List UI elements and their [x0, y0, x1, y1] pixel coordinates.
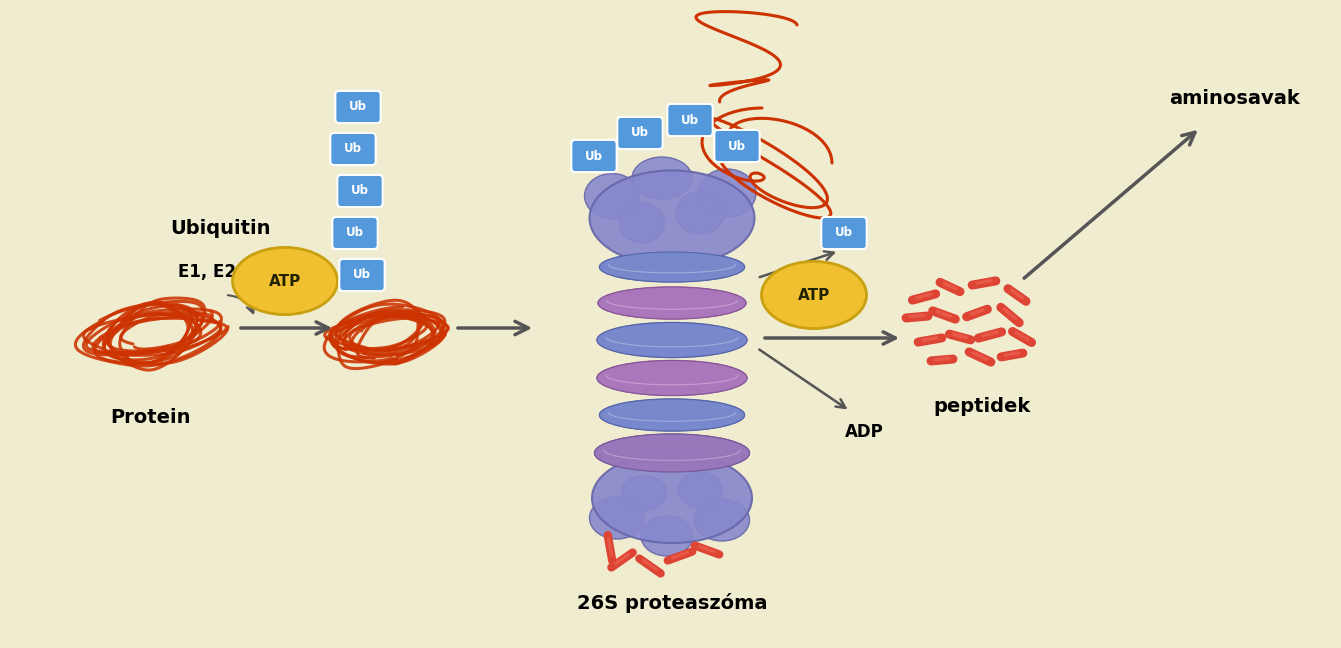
Ellipse shape [597, 360, 747, 395]
Ellipse shape [597, 372, 747, 384]
FancyBboxPatch shape [617, 117, 662, 149]
Ellipse shape [594, 434, 750, 472]
Ellipse shape [621, 476, 666, 511]
Ellipse shape [599, 399, 744, 431]
FancyBboxPatch shape [668, 104, 712, 136]
Ellipse shape [677, 472, 723, 507]
Ellipse shape [585, 174, 640, 218]
Text: Ub: Ub [632, 126, 649, 139]
Text: Ub: Ub [345, 143, 362, 156]
Ellipse shape [598, 297, 746, 308]
Text: Ub: Ub [349, 100, 367, 113]
Text: Ub: Ub [585, 150, 603, 163]
Ellipse shape [676, 192, 724, 234]
Ellipse shape [597, 323, 747, 358]
Text: Ub: Ub [346, 227, 363, 240]
Ellipse shape [598, 287, 746, 319]
Ellipse shape [232, 248, 338, 314]
Text: Ub: Ub [728, 139, 746, 152]
Text: aminosavak: aminosavak [1169, 89, 1301, 108]
Ellipse shape [590, 170, 755, 266]
Text: Protein: Protein [110, 408, 190, 427]
Ellipse shape [641, 516, 693, 556]
Ellipse shape [597, 360, 747, 395]
Text: 26S proteaszóma: 26S proteaszóma [577, 593, 767, 613]
FancyBboxPatch shape [715, 130, 760, 162]
Ellipse shape [762, 261, 866, 329]
Text: Ub: Ub [681, 113, 699, 126]
FancyBboxPatch shape [821, 217, 866, 249]
Text: ATP: ATP [270, 273, 302, 288]
Ellipse shape [599, 252, 744, 282]
FancyBboxPatch shape [339, 259, 385, 291]
Ellipse shape [591, 453, 752, 543]
FancyBboxPatch shape [330, 133, 375, 165]
Ellipse shape [599, 262, 744, 272]
Ellipse shape [699, 169, 756, 217]
Ellipse shape [594, 446, 750, 459]
Ellipse shape [599, 252, 744, 282]
FancyBboxPatch shape [338, 175, 382, 207]
Text: peptidek: peptidek [933, 397, 1031, 416]
Text: Ub: Ub [351, 185, 369, 198]
Text: Ub: Ub [353, 268, 371, 281]
Ellipse shape [597, 334, 747, 346]
Ellipse shape [599, 399, 744, 431]
Ellipse shape [632, 157, 692, 199]
Ellipse shape [597, 323, 747, 358]
Text: Ub: Ub [835, 227, 853, 240]
Ellipse shape [594, 434, 750, 472]
Ellipse shape [599, 410, 744, 421]
FancyBboxPatch shape [333, 217, 378, 249]
Text: Ubiquitin: Ubiquitin [170, 219, 271, 238]
Text: ATP: ATP [798, 288, 830, 303]
Ellipse shape [590, 497, 645, 539]
Ellipse shape [598, 287, 746, 319]
FancyBboxPatch shape [571, 140, 617, 172]
Text: E1, E2, E3: E1, E2, E3 [178, 263, 272, 281]
FancyBboxPatch shape [335, 91, 381, 123]
Text: ADP: ADP [845, 423, 884, 441]
Ellipse shape [620, 203, 665, 243]
Ellipse shape [695, 499, 750, 541]
